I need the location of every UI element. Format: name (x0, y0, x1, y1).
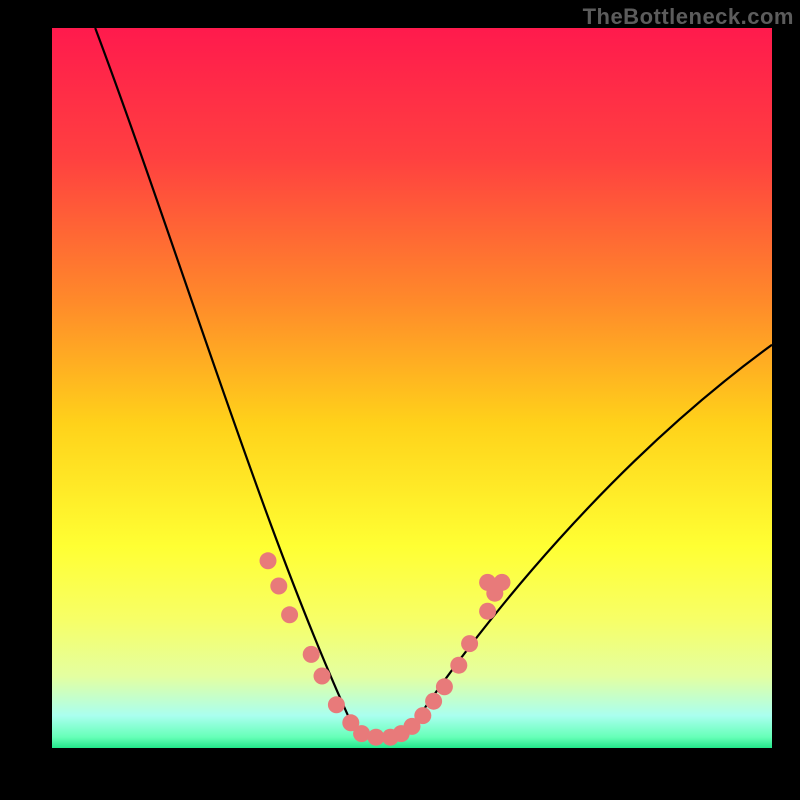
marker-dot (281, 606, 298, 623)
marker-dot (425, 693, 442, 710)
marker-dot (450, 657, 467, 674)
marker-dot (414, 707, 431, 724)
marker-dot (314, 668, 331, 685)
marker-dot (328, 696, 345, 713)
marker-dot (479, 574, 496, 591)
marker-dot (461, 635, 478, 652)
gradient-plot-area (52, 28, 772, 748)
marker-dot (436, 678, 453, 695)
marker-dot (260, 552, 277, 569)
marker-dot (353, 725, 370, 742)
marker-dot (270, 578, 287, 595)
bottleneck-chart (0, 0, 800, 800)
marker-dot (479, 603, 496, 620)
marker-dot (303, 646, 320, 663)
